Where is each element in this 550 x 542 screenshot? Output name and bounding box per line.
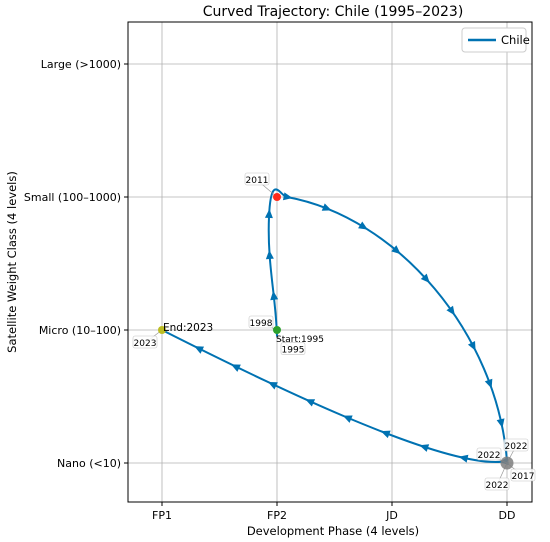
direction-arrow	[264, 208, 273, 219]
y-tick-label: Large (>1000)	[41, 58, 121, 71]
arrow-layer	[194, 192, 509, 465]
annotation-label: Start:1995	[276, 335, 324, 345]
annotation-label: 1998	[250, 319, 273, 329]
point-marker	[500, 456, 514, 470]
annotation-box	[280, 342, 306, 355]
annotation-box	[132, 335, 158, 349]
direction-arrow	[458, 454, 469, 463]
direction-arrow	[282, 192, 293, 201]
x-tick-label: FP1	[152, 509, 172, 522]
point-marker	[158, 326, 166, 334]
legend: Chile	[461, 27, 530, 53]
series-line-chile	[161, 188, 509, 463]
direction-arrow	[380, 430, 391, 439]
x-tick-label: FP2	[267, 509, 287, 522]
plot-frame	[127, 21, 533, 503]
x-axis-title: Development Phase (4 levels)	[247, 524, 419, 538]
chart-title: Curved Trajectory: Chile (1995–2023)	[203, 4, 464, 20]
direction-arrow	[467, 340, 476, 351]
direction-arrow	[305, 399, 316, 407]
annotation-label: 2011	[246, 176, 269, 186]
y-tick-label: Nano (<10)	[57, 457, 121, 470]
annotations: 201119981995Start:1995End:20232023202220…	[132, 172, 536, 491]
direction-arrow	[420, 273, 430, 283]
direction-arrow	[391, 245, 401, 255]
legend-label: Chile	[501, 33, 530, 47]
annotation-box	[244, 172, 270, 186]
annotation-label: End:2023	[163, 322, 213, 334]
annotation-label: 1995	[282, 346, 305, 356]
ticks: FP1 FP2 JD DD Nano (<10) Micro (10–100) Small …	[24, 58, 516, 522]
direction-arrow	[267, 382, 278, 390]
annotation-label: 2023	[134, 339, 157, 349]
annotation-box	[510, 468, 536, 482]
marker-layer	[158, 193, 514, 470]
x-tick-label: JD	[385, 509, 398, 522]
series-layer	[161, 188, 509, 463]
annotation-box	[503, 438, 529, 452]
direction-arrow	[419, 444, 430, 452]
direction-arrow	[342, 415, 353, 423]
y-tick-label: Small (100–1000)	[24, 191, 121, 204]
direction-arrow	[358, 221, 368, 230]
direction-arrow	[270, 290, 279, 301]
direction-arrow	[321, 203, 332, 211]
annotation-label: 2022	[486, 481, 509, 491]
y-axis-title: Satellite Weight Class (4 levels)	[5, 171, 19, 353]
x-tick-label: DD	[499, 509, 516, 522]
annotation-label: 2022	[478, 451, 501, 461]
direction-arrow	[265, 249, 274, 260]
annotation-box	[476, 447, 502, 461]
y-tick-label: Micro (10–100)	[39, 324, 121, 337]
annotation-box	[248, 315, 274, 329]
direction-arrow	[230, 364, 241, 372]
point-marker	[273, 193, 281, 201]
annotation-label: 2017	[512, 472, 535, 482]
direction-arrow	[484, 378, 493, 389]
direction-arrow	[194, 346, 205, 354]
direction-arrow	[496, 418, 505, 429]
annotation-box	[484, 477, 510, 491]
direction-arrow	[446, 305, 455, 316]
annotation-label: 2022	[505, 442, 528, 452]
grid	[128, 22, 532, 502]
point-marker	[273, 326, 281, 334]
